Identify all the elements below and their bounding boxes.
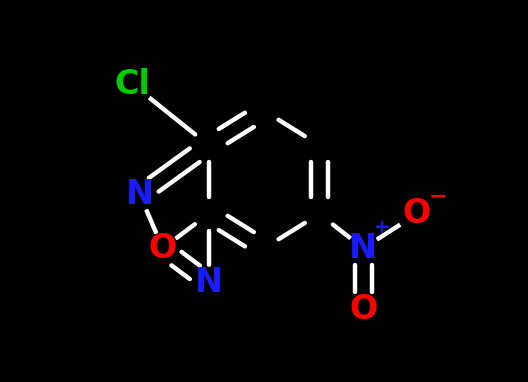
- Text: O: O: [149, 232, 177, 265]
- Text: N: N: [126, 178, 154, 211]
- Circle shape: [398, 195, 436, 233]
- Circle shape: [147, 233, 178, 264]
- Text: O: O: [403, 197, 431, 230]
- Text: +: +: [374, 218, 391, 237]
- Text: N: N: [194, 266, 223, 299]
- Text: Cl: Cl: [114, 68, 150, 100]
- Text: N: N: [349, 232, 378, 265]
- Text: −: −: [429, 186, 448, 206]
- Circle shape: [193, 267, 224, 298]
- Circle shape: [348, 233, 379, 264]
- Circle shape: [111, 63, 153, 105]
- Circle shape: [125, 180, 155, 210]
- Circle shape: [348, 294, 379, 325]
- Text: O: O: [349, 293, 378, 326]
